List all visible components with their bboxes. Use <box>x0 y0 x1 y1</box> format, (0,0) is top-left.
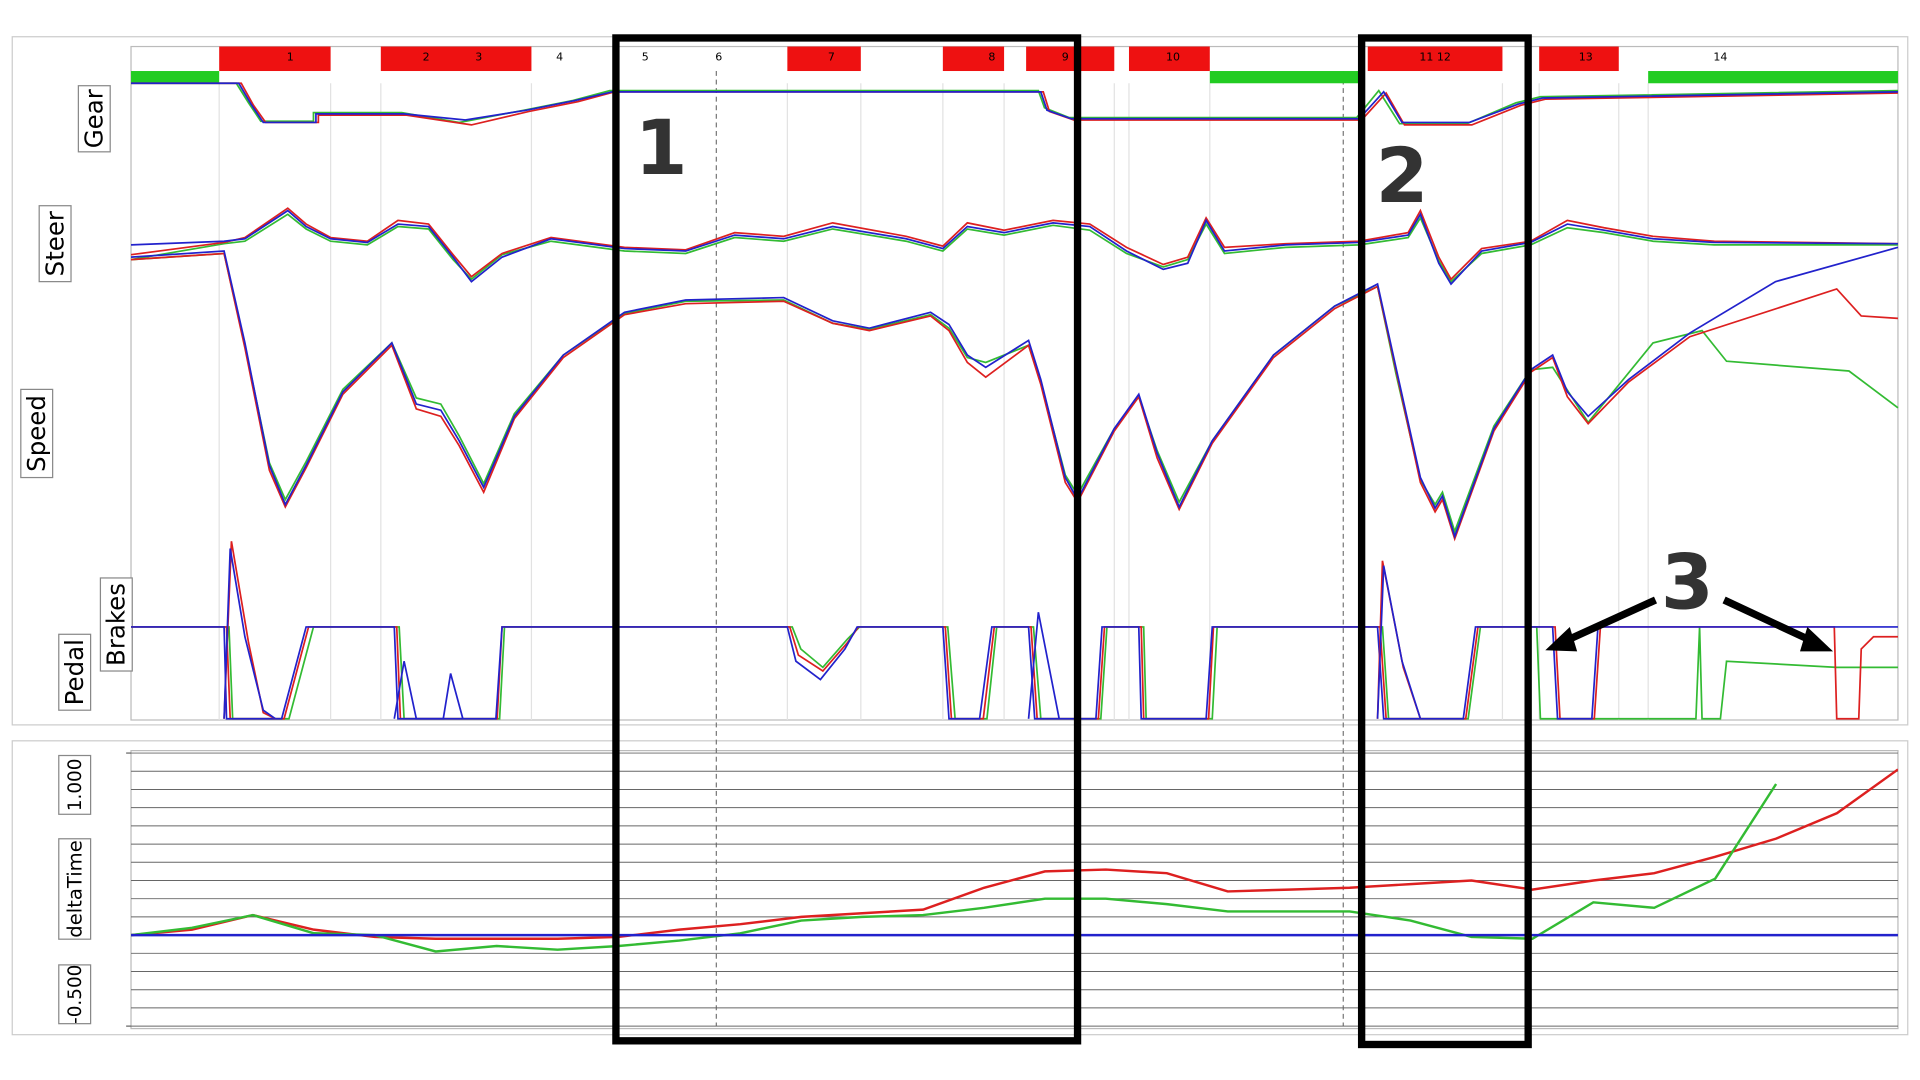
sector-box <box>942 46 1005 72</box>
delta-plot <box>130 750 1899 1030</box>
green-segment <box>131 71 220 84</box>
arrow-head <box>1800 626 1834 652</box>
highlight-box <box>612 34 1082 1045</box>
delta-line <box>131 783 1778 953</box>
sector-label: 3 <box>475 51 482 64</box>
arrow <box>1722 596 1818 647</box>
brakes-label: Brakes <box>102 583 131 666</box>
y-tick-label: 1.000 <box>65 759 86 812</box>
speed-label: Speed <box>22 395 51 472</box>
sector-label: 9 <box>1062 51 1069 64</box>
steer-traces <box>130 207 1898 286</box>
sector-box <box>1026 46 1115 72</box>
arrow <box>1559 596 1658 647</box>
sector-box <box>1128 46 1210 72</box>
pedal-label: Pedal <box>60 639 89 705</box>
highlight-box <box>1357 34 1532 1049</box>
sector-label: 7 <box>828 51 835 64</box>
panel-labels: Gear Steer Speed Pedal Brakes <box>20 85 133 711</box>
y-tick-label: -0.500 <box>65 965 86 1024</box>
steer-label: Steer <box>40 210 69 276</box>
sector-label: 2 <box>423 51 430 64</box>
arrow-head <box>1545 626 1578 652</box>
sector-label: 11 12 <box>1419 51 1451 64</box>
sector-box <box>219 46 331 72</box>
delta-line <box>131 768 1898 940</box>
sector-box <box>1367 46 1503 72</box>
sector-box <box>1539 46 1619 72</box>
tick-box <box>58 754 92 815</box>
delta-axis-labels: deltaTime <box>58 838 92 940</box>
sector-label: 14 <box>1713 51 1727 64</box>
marker-lines <box>715 71 1344 1027</box>
gear-label: Gear <box>80 88 109 148</box>
sector-label: 10 <box>1166 51 1180 64</box>
sector-box <box>380 46 532 72</box>
sector-bar: 1 2 3 4 5 6 7 8 9 10 11 12 13 14 <box>131 46 1898 84</box>
annotation-number: 3 <box>1661 539 1714 627</box>
sector-lines <box>218 83 1649 720</box>
annotation-number: 1 <box>635 104 688 192</box>
sector-label: 8 <box>988 51 995 64</box>
delta-chart: 1.000 -0.500 <box>58 752 1898 1027</box>
sector-label: 5 <box>642 51 649 64</box>
green-segment <box>1648 71 1898 84</box>
tick-box <box>58 964 92 1025</box>
annotations: 1 2 3 <box>612 34 1834 1049</box>
sector-label: 13 <box>1579 51 1593 64</box>
sector-label: 4 <box>556 51 563 64</box>
sector-label: 1 <box>287 51 294 64</box>
y-axis-label: deltaTime <box>63 840 86 938</box>
annotation-number: 2 <box>1376 132 1429 220</box>
green-segment <box>1209 71 1360 84</box>
pedal-traces <box>131 541 1898 720</box>
sector-label: 6 <box>715 51 722 64</box>
sector-box <box>787 46 861 72</box>
top-plot <box>130 45 1899 721</box>
